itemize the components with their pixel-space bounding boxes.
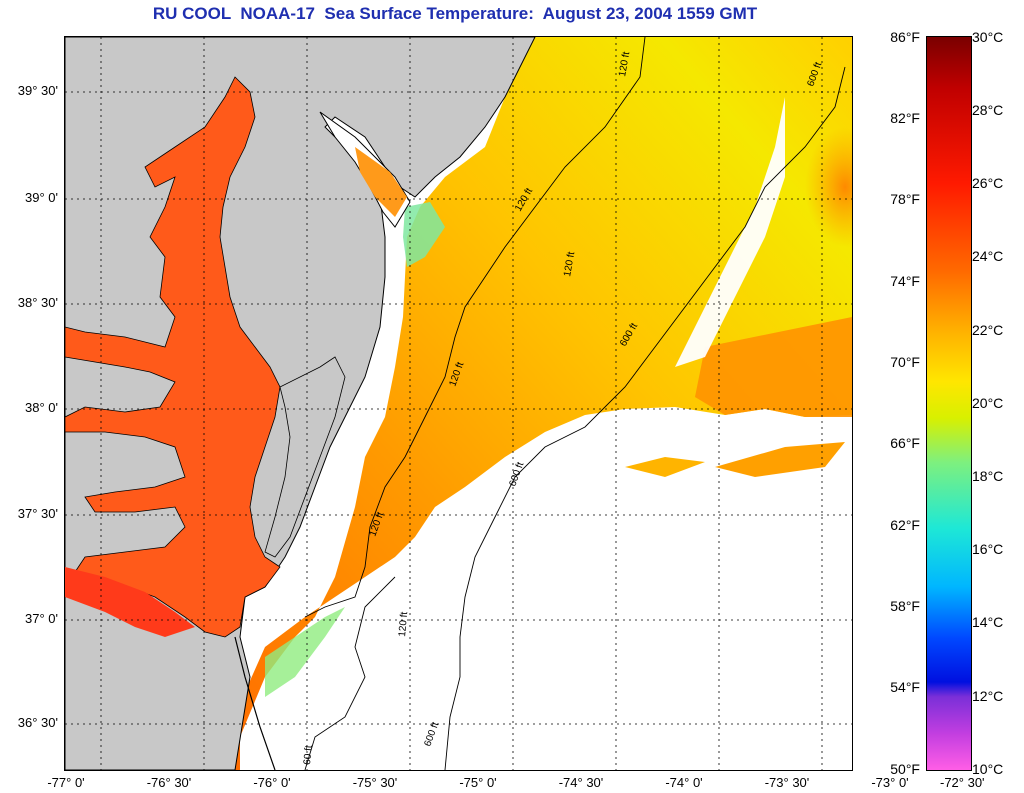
- fahrenheit-label: 62°F: [890, 517, 920, 533]
- lat-label: 37° 30': [17, 506, 58, 521]
- celsius-label: 28°C: [972, 102, 1004, 118]
- celsius-label: 26°C: [972, 175, 1004, 191]
- chesapeake-bay: [65, 76, 281, 638]
- lat-label: 36° 30': [17, 715, 58, 730]
- celsius-label: 10°C: [972, 761, 1004, 777]
- fahrenheit-label: 86°F: [890, 29, 920, 45]
- lon-label: -72° 30': [940, 775, 985, 790]
- map-title: RU COOL NOAA-17 Sea Surface Temperature:…: [152, 4, 758, 23]
- lon-label: -75° 30': [352, 775, 398, 790]
- svg-text:120 ft: 120 ft: [397, 611, 410, 637]
- fahrenheit-label: 66°F: [890, 435, 920, 451]
- fahrenheit-label: 78°F: [890, 191, 920, 207]
- celsius-label: 24°C: [972, 248, 1004, 264]
- fahrenheit-label: 58°F: [890, 598, 920, 614]
- celsius-label: 20°C: [972, 395, 1004, 411]
- fahrenheit-label: 82°F: [890, 110, 920, 126]
- cloud-streak: [675, 97, 785, 367]
- lon-label: -77° 0': [47, 775, 85, 790]
- coastal-cool-water: [403, 202, 445, 267]
- eastern-shore: [264, 356, 346, 558]
- warm-eddy: [805, 127, 852, 247]
- fahrenheit-label: 74°F: [890, 273, 920, 289]
- celsius-label: 12°C: [972, 688, 1004, 704]
- svg-text:60 ft: 60 ft: [302, 745, 315, 766]
- lat-label: 38° 30': [17, 295, 58, 310]
- cloud-streak-small: [625, 457, 705, 477]
- warm-filament: [715, 442, 845, 477]
- lat-label: 39° 30': [17, 83, 58, 98]
- celsius-label: 22°C: [972, 322, 1004, 338]
- lon-label: -73° 30': [764, 775, 810, 790]
- lon-label: -76° 0': [253, 775, 291, 790]
- lat-label: 37° 0': [25, 611, 58, 626]
- delaware-bay-sst: [355, 147, 407, 217]
- james-river: [65, 567, 195, 637]
- lon-label: -74° 30': [558, 775, 604, 790]
- lon-label: -75° 0': [459, 775, 497, 790]
- grid-lines: [65, 37, 852, 770]
- celsius-label: 18°C: [972, 468, 1004, 484]
- svg-text:120 ft: 120 ft: [562, 251, 577, 278]
- lat-label: 38° 0': [25, 400, 58, 415]
- svg-text:120 ft: 120 ft: [617, 51, 632, 78]
- bathymetry-contours: [304, 37, 846, 770]
- celsius-label: 14°C: [972, 614, 1004, 630]
- fahrenheit-label: 54°F: [890, 679, 920, 695]
- nc-coast: [234, 636, 276, 770]
- coastal-cool-water-south: [265, 607, 345, 697]
- celsius-label: 30°C: [972, 29, 1004, 45]
- lon-label: -76° 30': [146, 775, 192, 790]
- lon-label: -73° 0': [871, 775, 909, 790]
- lon-label: -74° 0': [665, 775, 703, 790]
- warm-offshore-band: [695, 317, 852, 417]
- temperature-colorbar: [926, 36, 972, 771]
- sst-map: 120 ft 600 ft 120 ft 120 ft 600 ft 120 f…: [64, 36, 853, 771]
- sst-map-svg: 120 ft 600 ft 120 ft 120 ft 600 ft 120 f…: [65, 37, 852, 770]
- lat-label: 39° 0': [25, 190, 58, 205]
- ocean-sst-region: [215, 37, 852, 770]
- fahrenheit-label: 50°F: [890, 761, 920, 777]
- fahrenheit-label: 70°F: [890, 354, 920, 370]
- celsius-label: 16°C: [972, 541, 1004, 557]
